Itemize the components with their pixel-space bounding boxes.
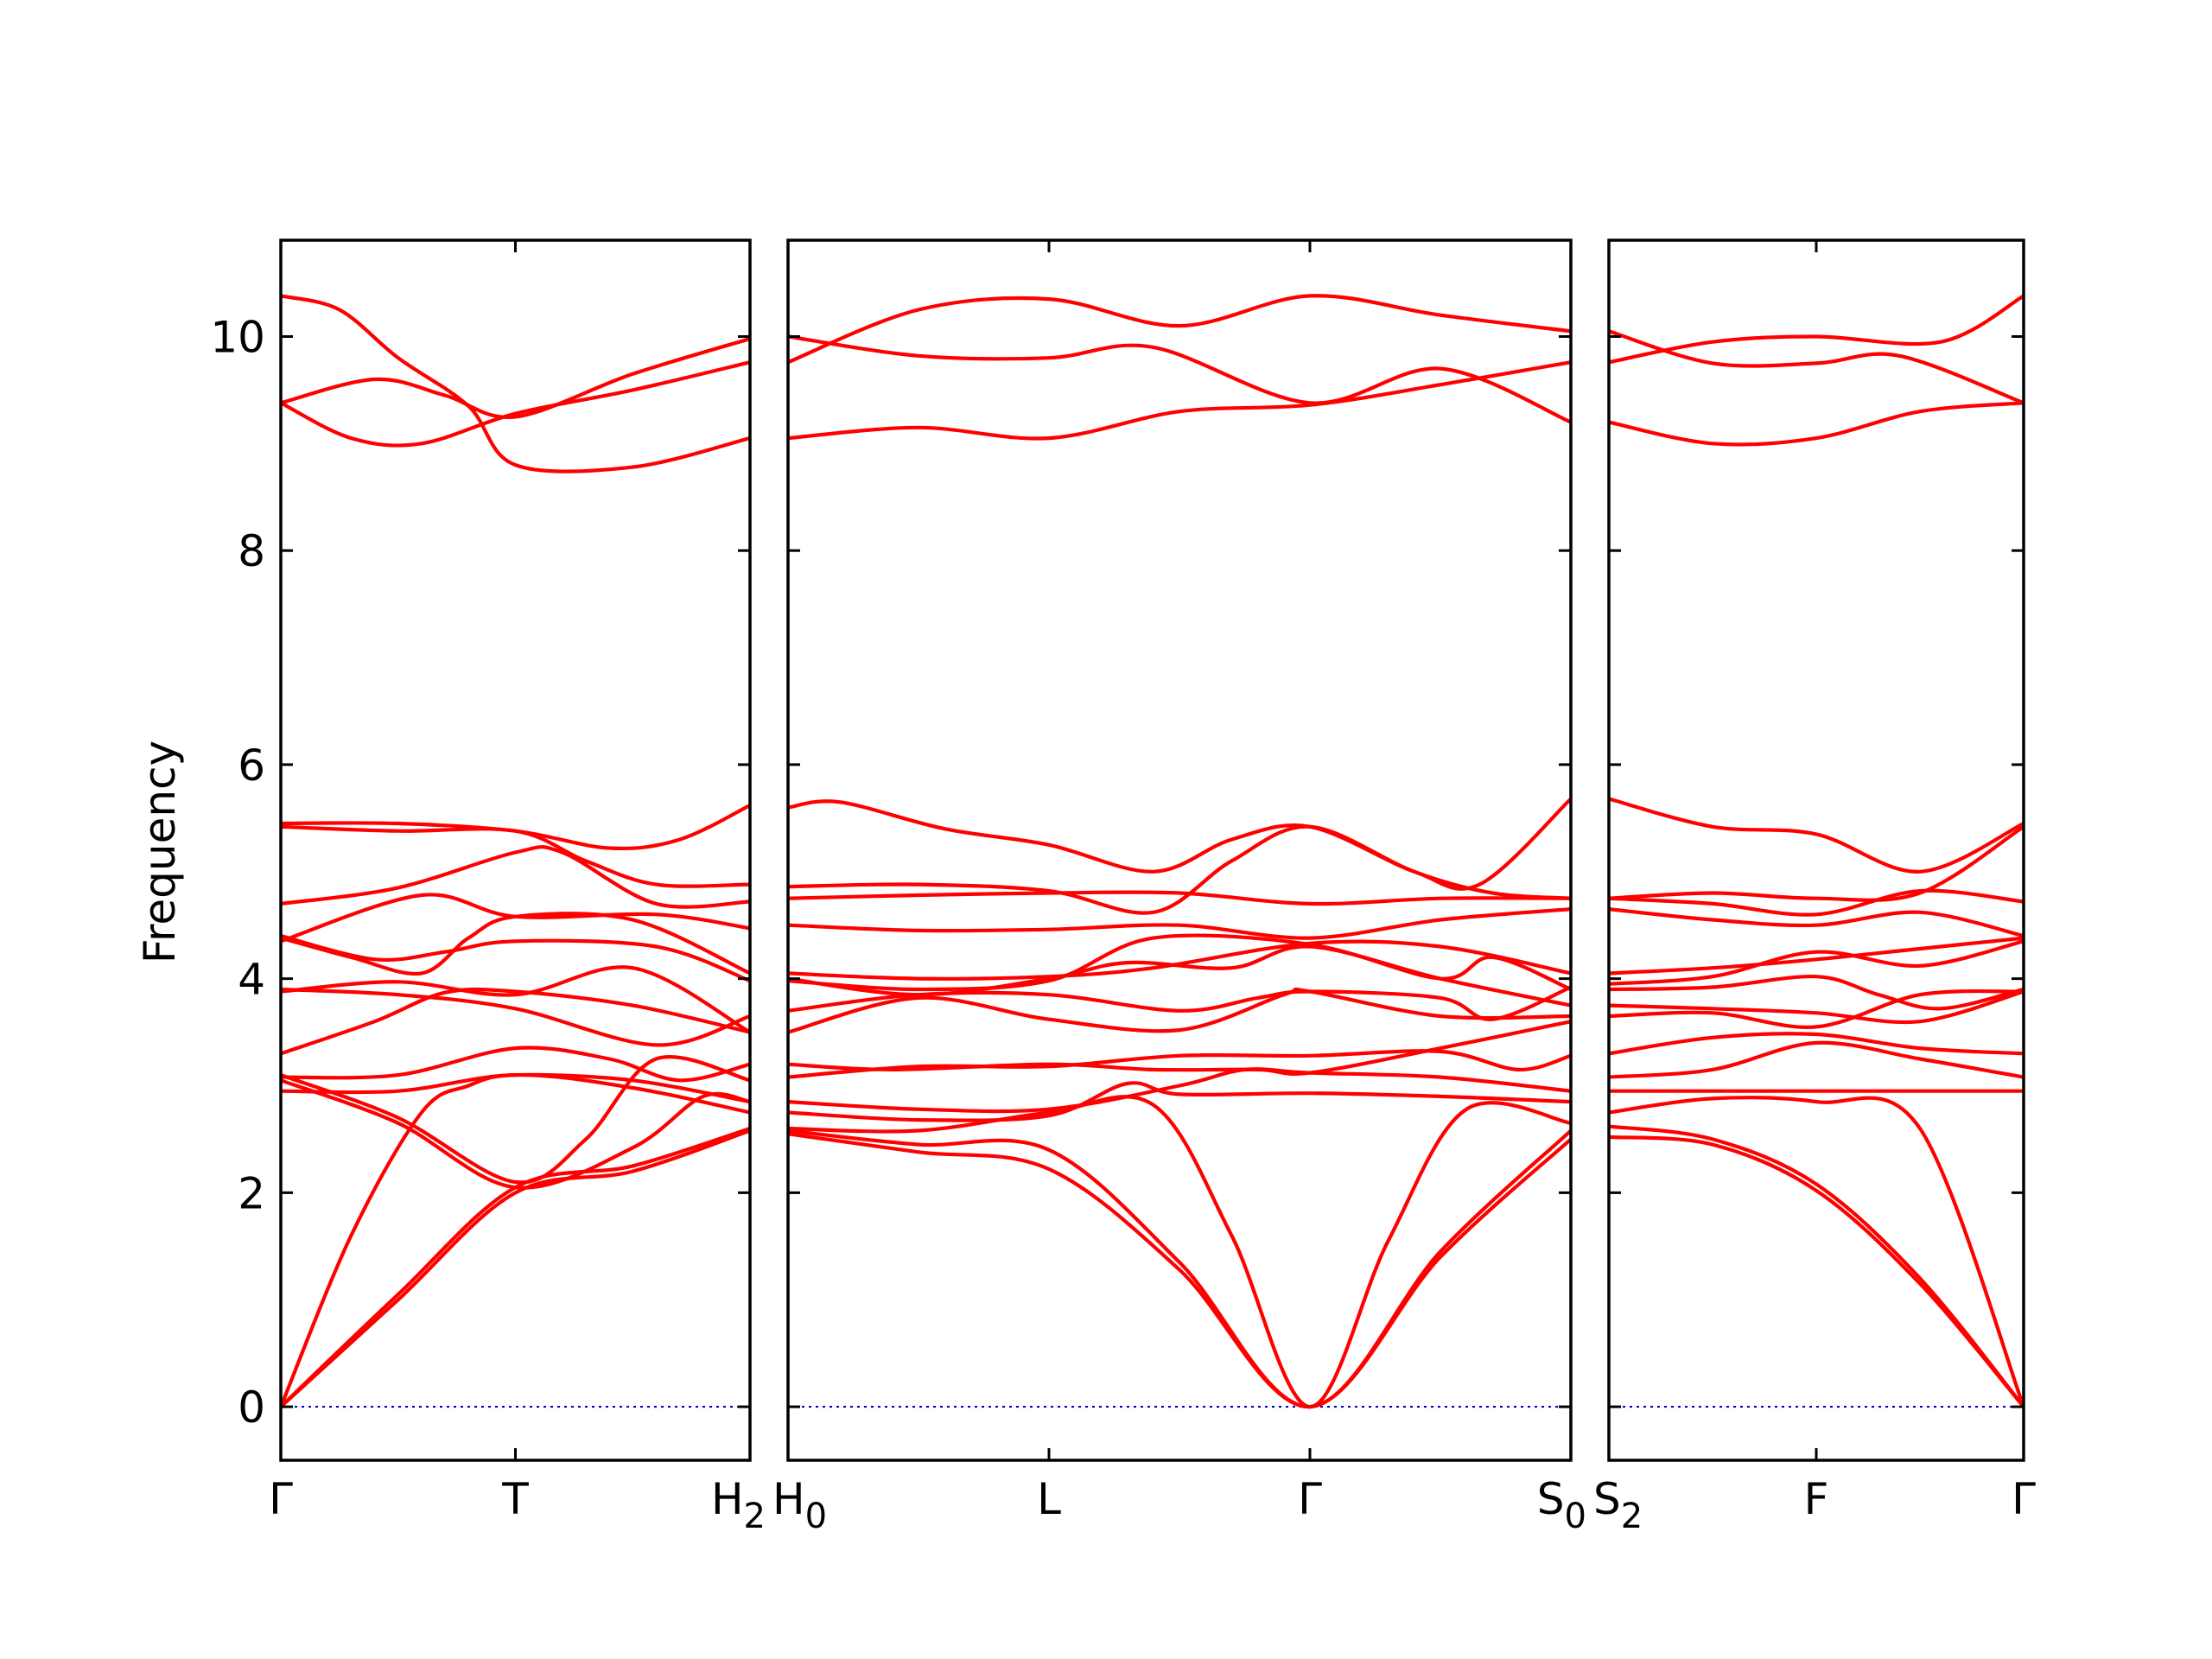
band-3-4 — [1609, 797, 2024, 874]
band-2-9 — [788, 933, 1571, 992]
band-3-12 — [1609, 988, 2024, 1029]
band-2-3 — [788, 360, 1571, 441]
y-tick-label-6: 6 — [238, 741, 265, 791]
band-lines — [281, 294, 750, 1409]
y-tick-label-2: 2 — [238, 1168, 265, 1218]
band-3-11 — [1609, 989, 2024, 1025]
band-1-8 — [281, 912, 750, 976]
panel-frame — [1607, 238, 2025, 1462]
x-tick-label: Γ — [1298, 1474, 1322, 1524]
band-lines — [1609, 294, 2024, 1409]
band-3-17 — [1609, 1124, 2024, 1409]
band-2-4 — [788, 797, 1571, 891]
x-tick-label: S0 — [1537, 1474, 1586, 1536]
band-1-10 — [281, 965, 750, 1034]
band-1-12 — [281, 987, 750, 1056]
band-panels: Γ T H2 H0 L Γ S0 S2 F Γ — [269, 238, 2036, 1536]
band-3-2 — [1609, 329, 2024, 405]
y-tick-label-10: 10 — [210, 312, 265, 362]
band-2-18 — [788, 1128, 1571, 1409]
x-tick-label: T — [501, 1474, 529, 1524]
band-3-16 — [1609, 1096, 2024, 1409]
band-2-5 — [788, 824, 1571, 915]
band-3-14 — [1609, 1040, 2024, 1079]
band-lines — [788, 294, 1571, 1409]
x-tick-label: Γ — [2012, 1474, 2036, 1524]
band-2-12 — [788, 987, 1571, 1034]
band-1-4 — [281, 803, 750, 851]
band-1-17 — [281, 1078, 750, 1190]
band-2-16 — [788, 1081, 1571, 1122]
band-1-9 — [281, 934, 750, 983]
band-2-15 — [788, 1067, 1571, 1114]
band-2-11 — [788, 985, 1571, 1021]
band-3-8 — [1609, 936, 2024, 976]
band-3-6 — [1609, 888, 2024, 917]
y-tick-label-8: 8 — [238, 526, 265, 576]
panel-2: H0 L Γ S0 — [772, 238, 1586, 1536]
panel-frame — [786, 238, 1573, 1462]
band-3-10 — [1609, 974, 2024, 1011]
band-1-11 — [281, 987, 750, 1047]
x-tick-label: L — [1037, 1474, 1061, 1524]
band-1-19 — [281, 1128, 750, 1409]
y-tick-label-0: 0 — [238, 1382, 265, 1433]
x-tick-label: S2 — [1593, 1474, 1643, 1536]
band-1-6 — [281, 845, 750, 909]
band-3-5 — [1609, 824, 2024, 902]
band-2-19 — [788, 1132, 1571, 1409]
y-tick-label-4: 4 — [238, 955, 265, 1005]
y-axis-label: Frequency — [135, 741, 185, 963]
panel-3: S2 F Γ — [1593, 238, 2036, 1536]
x-tick-label: Γ — [269, 1474, 293, 1524]
band-3-9 — [1609, 939, 2024, 986]
band-1-15 — [281, 1072, 750, 1409]
y-tick-labels: 0 2 4 6 8 10 — [210, 312, 265, 1433]
band-2-2 — [788, 334, 1571, 424]
band-1-18 — [281, 1126, 750, 1409]
x-tick-label: H0 — [772, 1474, 827, 1536]
x-tick-label: H2 — [711, 1474, 766, 1536]
band-2-7 — [788, 907, 1571, 940]
band-1-3 — [281, 360, 750, 448]
panel-1: Γ T H2 — [269, 238, 766, 1536]
band-2-13 — [788, 1020, 1571, 1076]
x-tick-label: F — [1804, 1474, 1829, 1524]
band-2-1 — [788, 294, 1571, 365]
band-2-8 — [788, 939, 1571, 981]
band-3-13 — [1609, 1032, 2024, 1056]
band-2-17 — [788, 1095, 1571, 1409]
panel-frame — [279, 238, 752, 1462]
band-1-5 — [281, 824, 750, 888]
band-2-14 — [788, 1049, 1571, 1079]
band-1-2 — [281, 336, 750, 419]
band-3-1 — [1609, 294, 2024, 365]
band-3-7 — [1609, 907, 2024, 938]
band-3-18 — [1609, 1135, 2024, 1409]
band-2-6 — [788, 890, 1571, 906]
band-3-3 — [1609, 401, 2024, 447]
band-1-1 — [281, 294, 750, 474]
band-1-13 — [281, 1046, 750, 1083]
